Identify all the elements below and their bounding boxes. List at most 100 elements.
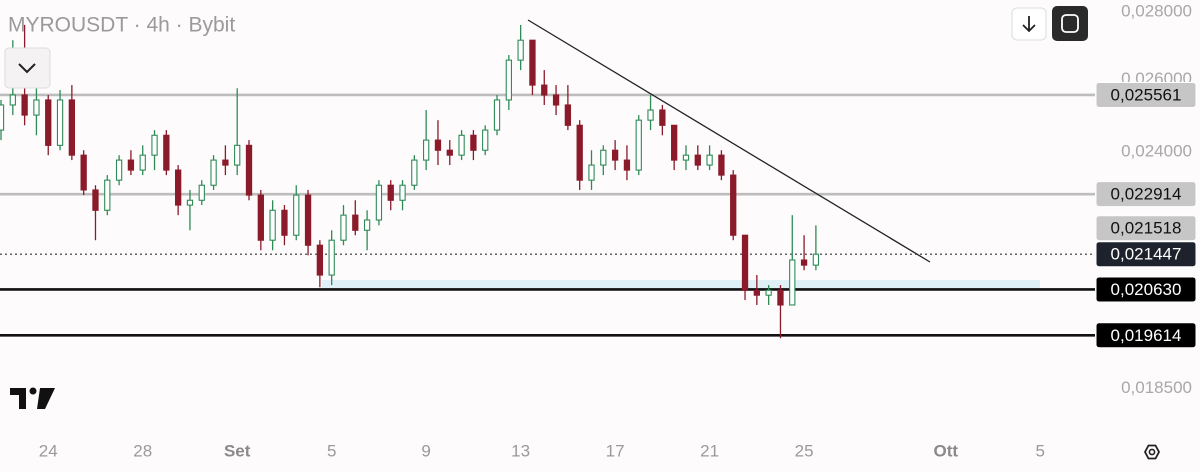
x-tick-label: 5: [1036, 441, 1045, 460]
price-label-box: [1095, 181, 1197, 208]
y-tick-label: 0,028000: [1121, 2, 1192, 21]
candle-body: [446, 149, 453, 156]
logo-part: [37, 388, 55, 409]
candle-body: [151, 134, 158, 156]
scroll-button[interactable]: [1011, 7, 1047, 41]
candle-body: [682, 154, 690, 161]
candle-body: [730, 174, 737, 236]
candle-body: [92, 189, 99, 211]
x-tick-label: Ott: [934, 441, 959, 460]
candle-body: [363, 219, 371, 231]
candle-body: [718, 154, 725, 176]
candle-body: [175, 169, 182, 206]
candle-body: [399, 184, 406, 201]
candle-body: [21, 94, 28, 116]
price-label-box: [1095, 322, 1197, 349]
x-tick-label: 28: [133, 441, 152, 460]
candle-body: [411, 159, 418, 186]
candle-body: [588, 164, 595, 181]
candle-body: [623, 159, 631, 171]
candle-body: [293, 194, 300, 236]
candle-body: [423, 139, 430, 161]
x-tick-label: 25: [795, 441, 814, 460]
x-tick-label: 13: [511, 441, 530, 460]
price-lines: [0, 93, 1095, 337]
y-tick-label: 0,024000: [1121, 142, 1192, 161]
candle-body: [659, 109, 666, 126]
button-bg[interactable]: [1052, 6, 1088, 41]
candle-body: [139, 154, 146, 171]
candle-body: [104, 179, 111, 211]
price-label-box: [1095, 81, 1197, 108]
candle-body: [470, 134, 477, 151]
button-bg[interactable]: [4, 47, 51, 89]
candle-body: [493, 99, 501, 131]
candle-body: [33, 99, 40, 116]
candle-body: [706, 154, 713, 166]
candle-body: [482, 129, 489, 151]
logo-part: [29, 387, 37, 395]
price-label-box: [1095, 276, 1197, 303]
gear-icon[interactable]: [1143, 444, 1161, 460]
trendline: [527, 19, 931, 263]
candle-body: [564, 104, 572, 126]
candle-body: [45, 99, 52, 146]
candle-body: [505, 59, 512, 101]
candle-body: [458, 134, 465, 156]
x-tick-label: 9: [421, 441, 430, 460]
candle-body: [635, 119, 642, 171]
candle-body: [387, 184, 394, 201]
expand-icon: [1061, 14, 1079, 33]
candle-body: [647, 109, 654, 121]
candle-body: [800, 259, 808, 266]
x-tick-label: 21: [700, 441, 719, 460]
x-tick-label: 24: [39, 441, 58, 460]
candle-body: [257, 194, 264, 241]
candle-body: [765, 289, 772, 296]
y-tick-label: 0,018500: [1121, 378, 1192, 397]
candle-body: [694, 154, 701, 166]
candle-body: [789, 259, 796, 306]
candle-body: [434, 139, 442, 151]
price-label: 0,022914: [1111, 185, 1182, 204]
candle-body: [741, 234, 749, 291]
tradingview-logo: [10, 387, 55, 409]
candle-body: [611, 149, 619, 161]
collapse-button[interactable]: [4, 47, 51, 89]
price-label: 0,020630: [1111, 280, 1182, 299]
candle-body: [115, 159, 123, 181]
settings-button[interactable]: [1143, 444, 1161, 460]
gear-icon-center: [1148, 448, 1156, 456]
candle-body: [316, 244, 324, 276]
candles: [0, 24, 820, 339]
chart-title: MYROUSDT · 4h · Bybit: [8, 14, 235, 37]
candle-body: [541, 84, 548, 96]
candle-body: [0, 104, 5, 131]
candle-body: [210, 159, 217, 186]
back-layer: [322, 280, 1040, 290]
candle-body: [304, 194, 312, 246]
fullscreen-button[interactable]: [1052, 6, 1088, 41]
candle-body: [234, 144, 241, 166]
price-label-box: [1095, 241, 1197, 268]
logo-part: [10, 388, 26, 409]
candle-body: [281, 209, 288, 236]
price-label: 0,025561: [1111, 85, 1182, 104]
price-label: 0,021518: [1111, 219, 1182, 238]
candle-body: [80, 154, 87, 191]
candle-body: [600, 149, 607, 166]
down-arrow-icon: [1022, 16, 1036, 33]
x-tick-label: 5: [327, 441, 336, 460]
price-label: 0,021447: [1111, 245, 1182, 264]
candle-body: [222, 159, 229, 166]
candle-body: [753, 289, 760, 296]
candle-body: [576, 124, 583, 181]
candle-body: [375, 184, 383, 221]
candle-body: [352, 214, 359, 231]
support-zone: [322, 280, 1040, 290]
candle-body: [340, 214, 347, 241]
